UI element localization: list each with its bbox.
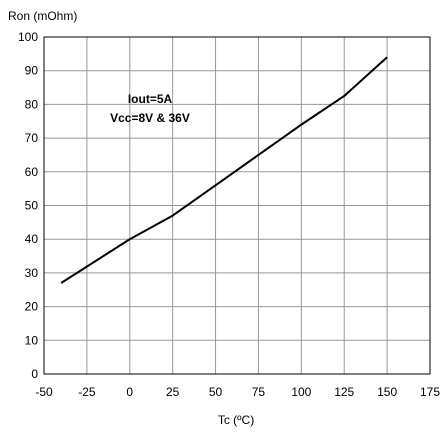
x-tick-label: 25 [166,385,180,399]
x-axis-title: Tc (ºC) [218,413,254,427]
x-tick-label: 175 [420,385,440,399]
x-axis-ticks: -50 -25 0 25 50 75 100 125 150 175 [35,385,440,399]
annotation-iout: Iout=5A [128,92,173,106]
y-tick-label: 0 [31,367,38,381]
y-tick-label: 10 [25,333,39,347]
annotation-vcc: Vcc=8V & 36V [110,111,190,125]
y-tick-label: 40 [25,232,39,246]
x-tick-label: -25 [78,385,96,399]
y-axis-title: Ron (mOhm) [8,9,77,23]
x-tick-label: 150 [377,385,397,399]
x-tick-label: 125 [334,385,354,399]
plot-frame [43,36,431,375]
x-tick-label: 0 [126,385,133,399]
y-tick-label: 70 [25,131,39,145]
y-axis-ticks: 0 10 20 30 40 50 60 70 80 90 100 [18,30,38,381]
y-tick-label: 60 [25,165,39,179]
x-tick-label: 75 [252,385,266,399]
y-tick-label: 30 [25,266,39,280]
y-tick-label: 20 [25,300,39,314]
y-tick-label: 80 [25,97,39,111]
x-tick-label: -50 [35,385,53,399]
x-tick-label: 100 [291,385,311,399]
y-tick-label: 100 [18,30,38,44]
y-tick-label: 50 [25,199,39,213]
grid [44,37,430,374]
series-line-0 [60,56,388,284]
series-group [60,56,388,284]
x-tick-label: 50 [209,385,223,399]
y-tick-label: 90 [25,64,39,78]
